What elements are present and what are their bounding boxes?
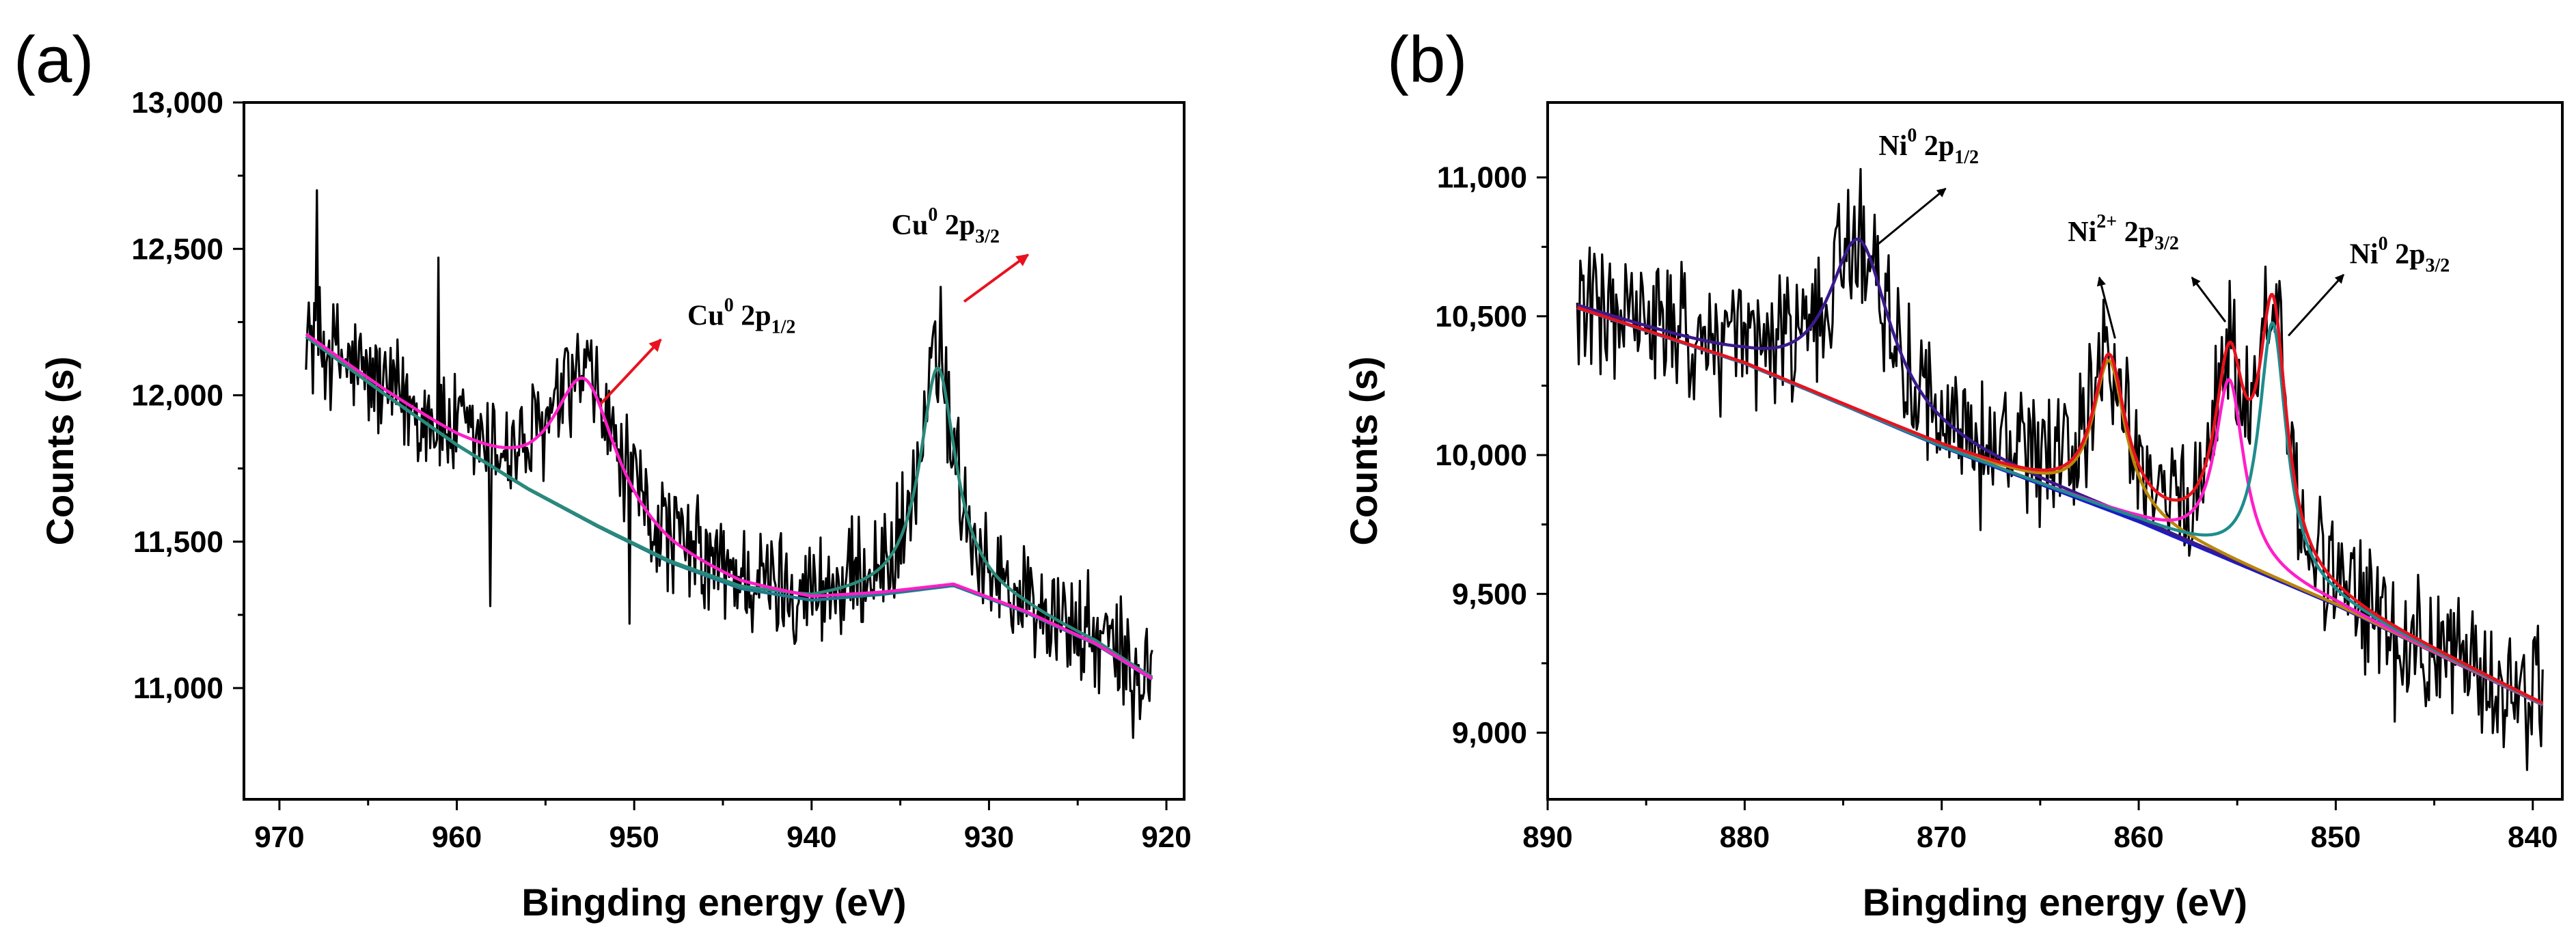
annotation-arrow — [1874, 187, 1947, 248]
x-tick-label: 890 — [1522, 820, 1572, 854]
y-tick-label: 13,000 — [131, 86, 223, 120]
annotation-arrow — [2288, 273, 2345, 337]
x-axis-title: Bingding energy (eV) — [521, 881, 906, 924]
y-tick-label: 11,000 — [133, 672, 223, 705]
y-tick-label: 10,500 — [1435, 300, 1527, 333]
peak-annotation: Cu0 2p1/2 — [687, 295, 795, 338]
peak-annotation: Cu0 2p3/2 — [892, 204, 1000, 247]
raw-spectrum-line — [305, 189, 1153, 739]
peak-annotation: Ni0 2p3/2 — [2350, 234, 2450, 277]
y-tick-label: 10,000 — [1435, 439, 1527, 472]
panel-label: (b) — [1387, 23, 1467, 96]
x-tick-label: 940 — [786, 820, 836, 854]
x-tick-label: 930 — [964, 820, 1014, 854]
x-tick-label: 860 — [2113, 820, 2163, 854]
fit-line-cu0-2p1-2-fit — [305, 333, 1153, 680]
x-tick-label: 950 — [609, 820, 659, 854]
plot-frame — [243, 101, 1186, 801]
fit-line-envelope — [1576, 292, 2544, 705]
fit-line-cu0-2p3-2-fit — [305, 335, 1153, 679]
annotation-arrow — [2096, 276, 2116, 339]
annotation-arrow — [599, 338, 662, 405]
panel-b-ni-2p: (b) 890 880 870 860 850 840 9,000 9,500 10,000 10,… — [1342, 23, 2564, 924]
y-tick-label: 12,000 — [131, 379, 223, 413]
x-tick-label: 920 — [1141, 820, 1191, 854]
x-tick-label: 850 — [2311, 820, 2361, 854]
x-axis-title: Bingding energy (eV) — [1863, 881, 2247, 924]
plot-area — [1576, 167, 2544, 771]
peak-annotation: Ni2+ 2p3/2 — [2068, 211, 2179, 254]
y-tick-label: 9,000 — [1452, 716, 1527, 749]
raw-spectrum-line — [1576, 167, 2544, 771]
plot-frame — [1546, 101, 2564, 801]
y-axis-title: Counts (s) — [1342, 357, 1385, 546]
y-tick-label: 12,500 — [131, 232, 223, 266]
panel-a-cu-2p: (a) 970 960 950 940 930 920 11,000 11,500 12,000 1… — [14, 23, 1192, 924]
y-axis-title: Counts (s) — [38, 357, 81, 546]
y-tick-label: 11,500 — [133, 525, 223, 559]
peak-annotation: Ni0 2p1/2 — [1878, 125, 1979, 168]
annotation-arrow — [963, 253, 1029, 303]
panel-label: (a) — [14, 23, 94, 96]
y-tick-label: 11,000 — [1437, 161, 1527, 195]
fit-line-background — [305, 335, 1153, 681]
x-tick-label: 880 — [1720, 820, 1770, 854]
x-tick-label: 840 — [2508, 820, 2558, 854]
annotation-arrow — [2191, 276, 2227, 322]
x-tick-label: 970 — [254, 820, 304, 854]
y-tick-label: 9,500 — [1452, 577, 1527, 611]
x-tick-label: 870 — [1917, 820, 1967, 854]
x-tick-label: 960 — [432, 820, 482, 854]
plot-area — [305, 189, 1153, 739]
